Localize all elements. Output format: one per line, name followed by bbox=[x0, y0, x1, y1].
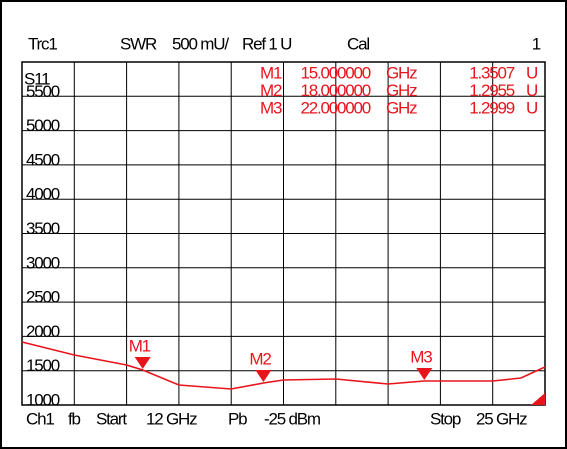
footer-power: -25 dBm bbox=[264, 409, 321, 428]
header-trace: Trc1 bbox=[28, 34, 57, 53]
marker-label: M3 bbox=[410, 347, 432, 366]
footer-power-label: Pb bbox=[228, 409, 247, 428]
header-cal: Cal bbox=[347, 34, 369, 53]
marker-table-unit: GHz bbox=[386, 63, 417, 82]
y-tick-label: 4500 bbox=[26, 150, 60, 169]
y-tick-label: 1000 bbox=[26, 390, 60, 409]
trace-label: S11 bbox=[24, 69, 50, 88]
marker-label: M1 bbox=[129, 336, 151, 355]
trace bbox=[21, 341, 546, 390]
footer-stop-value: 25 GHz bbox=[476, 409, 527, 428]
y-tick-label: 4000 bbox=[26, 185, 60, 204]
marker-table-label: M1 bbox=[260, 63, 282, 82]
y-tick-label: 2000 bbox=[26, 322, 60, 341]
marker-table-reading: 1.3507 bbox=[469, 63, 515, 82]
marker-table-label: M3 bbox=[260, 98, 282, 117]
header-scale: 500 mU/ bbox=[172, 34, 229, 53]
footer-start-value: 12 GHz bbox=[146, 409, 197, 428]
marker-table-freq: 15.000000 bbox=[300, 63, 370, 82]
marker-table-reading: 1.2999 bbox=[469, 98, 515, 117]
footer-start: Start bbox=[96, 409, 127, 428]
marker-table-freq: 18.000000 bbox=[300, 81, 370, 100]
marker-table-label: M2 bbox=[260, 81, 282, 100]
y-tick-label: 3000 bbox=[26, 253, 60, 272]
corner-indicator bbox=[531, 393, 545, 405]
y-tick-label: 3500 bbox=[26, 219, 60, 238]
marker-table-reading-unit: U bbox=[526, 63, 537, 82]
plot-frame bbox=[21, 61, 546, 406]
marker-triangle bbox=[416, 367, 433, 380]
y-tick-label: 5500 bbox=[26, 82, 60, 101]
marker-triangle bbox=[134, 357, 151, 370]
footer-mode: fb bbox=[68, 409, 81, 428]
marker-table-freq: 22.000000 bbox=[300, 98, 370, 117]
marker-table-reading-unit: U bbox=[526, 81, 537, 100]
footer-stop: Stop bbox=[430, 409, 461, 428]
footer-channel: Ch1 bbox=[26, 409, 54, 428]
header-channel: 1 bbox=[532, 34, 541, 53]
marker-table-reading-unit: U bbox=[526, 98, 537, 117]
marker-triangle bbox=[255, 369, 272, 382]
y-tick-label: 1500 bbox=[26, 356, 60, 375]
y-tick-label: 5000 bbox=[26, 116, 60, 135]
marker-label: M2 bbox=[249, 349, 271, 368]
marker-table-unit: GHz bbox=[386, 98, 417, 117]
header-format: SWR bbox=[120, 34, 157, 53]
marker-table-reading: 1.2955 bbox=[469, 81, 515, 100]
plot: 1000 1500 2000 2500 3000 3500 4000 4500 5000 5500… bbox=[21, 63, 546, 409]
marker-table-unit: GHz bbox=[386, 81, 417, 100]
header-ref: Ref 1 U bbox=[242, 34, 291, 53]
y-tick-label: 2500 bbox=[26, 288, 60, 307]
